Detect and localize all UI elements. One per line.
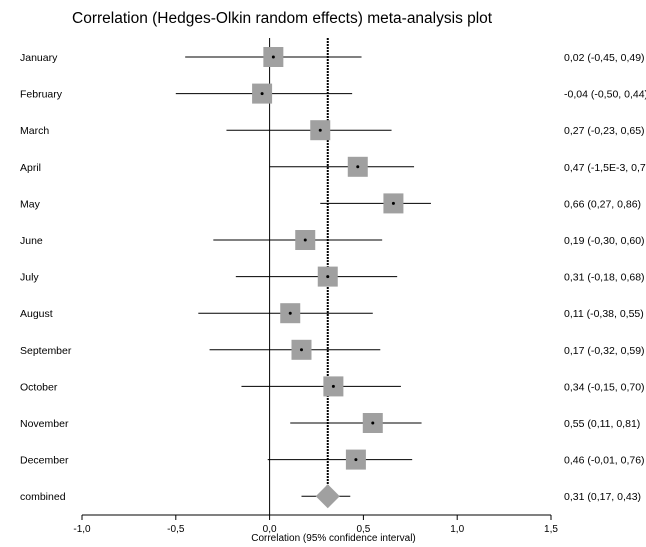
study-label: December — [20, 455, 69, 467]
study-label: October — [20, 381, 58, 393]
ci-text: 0,55 (0,11, 0,81) — [564, 418, 640, 430]
study-label: April — [20, 162, 41, 174]
combined-label: combined — [20, 491, 66, 503]
point-estimate-dot — [356, 165, 360, 169]
study-label: September — [20, 345, 72, 357]
ci-text: -0,04 (-0,50, 0,44) — [564, 89, 646, 101]
point-estimate-dot — [391, 201, 395, 205]
point-estimate-dot — [318, 128, 322, 132]
ci-text: 0,47 (-1,5E-3, 0,77) — [564, 162, 646, 174]
point-estimate-dot — [371, 421, 375, 425]
x-tick-label: 0,5 — [356, 524, 370, 535]
ci-text: 0,31 (-0,18, 0,68) — [564, 272, 645, 284]
study-label: August — [20, 308, 53, 320]
x-tick-label: -0,5 — [167, 524, 185, 535]
ci-text: 0,17 (-0,32, 0,59) — [564, 345, 645, 357]
combined-ci-text: 0,31 (0,17, 0,43) — [564, 491, 641, 503]
combined-diamond — [315, 484, 340, 509]
study-label: July — [20, 272, 39, 284]
study-label: February — [20, 89, 63, 101]
ci-text: 0,02 (-0,45, 0,49) — [564, 52, 645, 64]
chart-title: Correlation (Hedges-Olkin random effects… — [72, 10, 493, 27]
ci-text: 0,19 (-0,30, 0,60) — [564, 235, 645, 247]
point-estimate-dot — [331, 384, 335, 388]
ci-text: 0,34 (-0,15, 0,70) — [564, 381, 645, 393]
point-estimate-dot — [303, 238, 307, 242]
study-label: March — [20, 125, 49, 137]
ci-text: 0,11 (-0,38, 0,55) — [564, 308, 644, 320]
ci-text: 0,66 (0,27, 0,86) — [564, 198, 641, 210]
x-axis-title: Correlation (95% confidence interval) — [251, 533, 416, 544]
point-estimate-dot — [354, 458, 358, 462]
study-label: June — [20, 235, 43, 247]
point-estimate-dot — [260, 92, 264, 96]
x-tick-label: -1,0 — [73, 524, 91, 535]
x-tick-label: 0,0 — [263, 524, 277, 535]
ci-text: 0,27 (-0,23, 0,65) — [564, 125, 645, 137]
point-estimate-dot — [326, 275, 330, 279]
point-estimate-dot — [299, 348, 303, 352]
x-tick-label: 1,5 — [544, 524, 558, 535]
study-label: May — [20, 198, 41, 210]
study-label: November — [20, 418, 69, 430]
study-label: January — [20, 52, 58, 64]
ci-text: 0,46 (-0,01, 0,76) — [564, 455, 645, 467]
point-estimate-dot — [288, 311, 292, 315]
x-tick-label: 1,0 — [450, 524, 464, 535]
point-estimate-dot — [271, 55, 275, 59]
